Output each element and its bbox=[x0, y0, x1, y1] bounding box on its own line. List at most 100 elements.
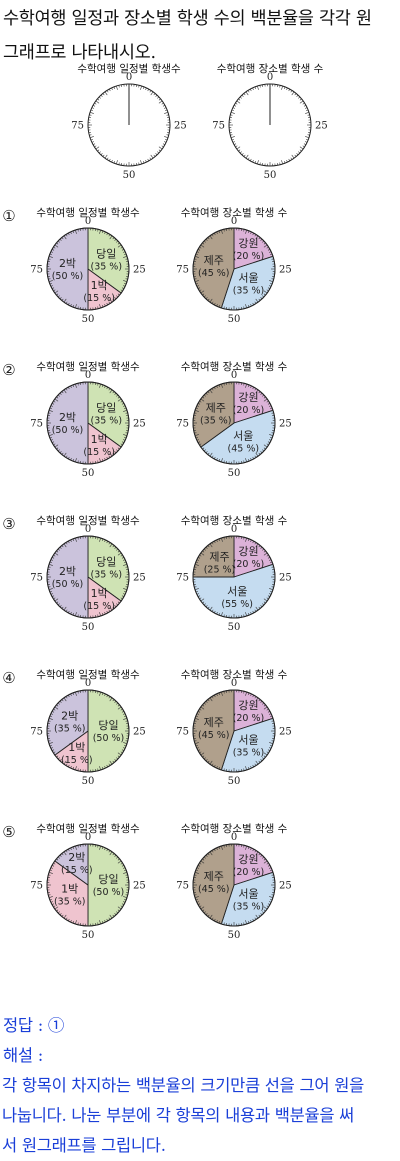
tick-mark bbox=[72, 304, 74, 308]
tick-mark bbox=[109, 914, 113, 919]
tick-mark bbox=[266, 554, 269, 557]
tick-mark bbox=[243, 845, 245, 848]
option-number: ④ bbox=[2, 669, 15, 687]
tick-mark bbox=[106, 610, 109, 614]
tick-mark bbox=[266, 400, 269, 403]
tick-mark bbox=[250, 611, 252, 615]
tick-mark bbox=[252, 694, 255, 698]
tick-mark bbox=[121, 903, 125, 906]
tick-mark bbox=[203, 240, 206, 243]
tick-mark bbox=[223, 306, 225, 309]
tick-mark bbox=[106, 302, 109, 306]
tick-mark bbox=[99, 229, 101, 234]
tick-mark bbox=[269, 718, 274, 720]
tick-mark bbox=[213, 540, 216, 544]
tick-mark bbox=[216, 765, 218, 769]
tick-mark bbox=[77, 691, 79, 694]
slice-percent: (20 %) bbox=[233, 559, 265, 570]
tick-mark bbox=[77, 845, 79, 848]
tick-mark bbox=[117, 244, 122, 248]
tick-mark bbox=[109, 760, 113, 765]
tick-label-0: 0 bbox=[85, 524, 91, 535]
tick-mark bbox=[254, 696, 257, 699]
tick-mark bbox=[269, 410, 274, 412]
tick-mark bbox=[200, 444, 205, 448]
tick-mark bbox=[104, 385, 106, 389]
tick-label-25: 25 bbox=[133, 881, 146, 892]
tick-mark bbox=[254, 455, 257, 458]
tick-mark bbox=[57, 449, 60, 452]
chart-title: 수학여행 일정별 학생수 bbox=[36, 514, 140, 527]
tick-mark bbox=[61, 699, 64, 702]
tick-mark bbox=[67, 232, 70, 236]
tick-mark bbox=[53, 905, 56, 908]
slice-label: 2박 bbox=[59, 257, 76, 270]
tick-mark bbox=[117, 706, 122, 710]
tick-mark bbox=[123, 283, 127, 285]
tick-mark bbox=[97, 537, 99, 540]
tick-mark bbox=[260, 913, 263, 916]
tick-mark bbox=[196, 901, 200, 903]
tick-mark bbox=[202, 396, 205, 399]
tick-mark bbox=[56, 242, 59, 245]
tick-mark bbox=[67, 540, 70, 544]
tick-mark bbox=[67, 302, 70, 306]
tick-mark bbox=[102, 538, 104, 542]
chart-title: 수학여행 장소별 학생 수 bbox=[181, 669, 288, 681]
tick-mark bbox=[104, 457, 106, 461]
tick-mark bbox=[70, 847, 72, 851]
tick-mark bbox=[213, 764, 216, 768]
tick-mark bbox=[102, 384, 104, 388]
tick-mark bbox=[102, 304, 104, 308]
tick-mark bbox=[123, 899, 127, 901]
tick-mark bbox=[53, 597, 56, 600]
tick-mark bbox=[117, 242, 120, 245]
tick-mark bbox=[70, 611, 72, 615]
tick-mark bbox=[254, 301, 257, 304]
tick-mark bbox=[250, 385, 252, 389]
tick-mark bbox=[114, 759, 117, 762]
tick-mark bbox=[48, 718, 53, 720]
tick-mark bbox=[150, 154, 154, 159]
tick-mark bbox=[263, 396, 266, 399]
tick-mark bbox=[49, 561, 53, 563]
tick-mark bbox=[99, 537, 101, 542]
tick-mark bbox=[303, 104, 307, 107]
tick-mark bbox=[120, 246, 123, 249]
tick-mark bbox=[221, 691, 223, 696]
tick-mark bbox=[147, 88, 150, 92]
tick-mark bbox=[267, 441, 271, 444]
tick-mark bbox=[57, 603, 60, 606]
tick-mark bbox=[104, 765, 106, 769]
tick-mark bbox=[51, 287, 55, 290]
tick-mark bbox=[271, 740, 274, 742]
tick-mark bbox=[205, 238, 208, 241]
tick-mark bbox=[213, 302, 216, 306]
tick-mark bbox=[199, 597, 202, 600]
tick-mark bbox=[203, 856, 206, 859]
tick-mark bbox=[48, 564, 53, 566]
tick-mark bbox=[252, 386, 255, 390]
tick-mark bbox=[195, 407, 199, 409]
tick-mark bbox=[194, 718, 199, 720]
tick-mark bbox=[194, 564, 199, 566]
chart-title: 수학여행 장소별 학생 수 bbox=[181, 515, 288, 527]
tick-mark bbox=[164, 112, 169, 114]
tick-mark bbox=[197, 248, 201, 251]
tick-label-50: 50 bbox=[228, 468, 241, 479]
tick-mark bbox=[271, 566, 274, 568]
tick-mark bbox=[203, 702, 206, 705]
tick-mark bbox=[299, 146, 304, 150]
tick-label-50: 50 bbox=[228, 930, 241, 941]
slice-percent: (50 %) bbox=[93, 733, 125, 744]
tick-mark bbox=[252, 764, 255, 768]
tick-mark bbox=[209, 851, 213, 856]
tick-mark bbox=[203, 449, 206, 452]
tick-label-75: 75 bbox=[30, 727, 43, 738]
tick-mark bbox=[199, 289, 202, 292]
tick-label-0: 0 bbox=[231, 216, 237, 227]
tick-mark bbox=[63, 389, 67, 394]
tick-mark bbox=[266, 246, 269, 249]
tick-label-75: 75 bbox=[30, 419, 43, 430]
